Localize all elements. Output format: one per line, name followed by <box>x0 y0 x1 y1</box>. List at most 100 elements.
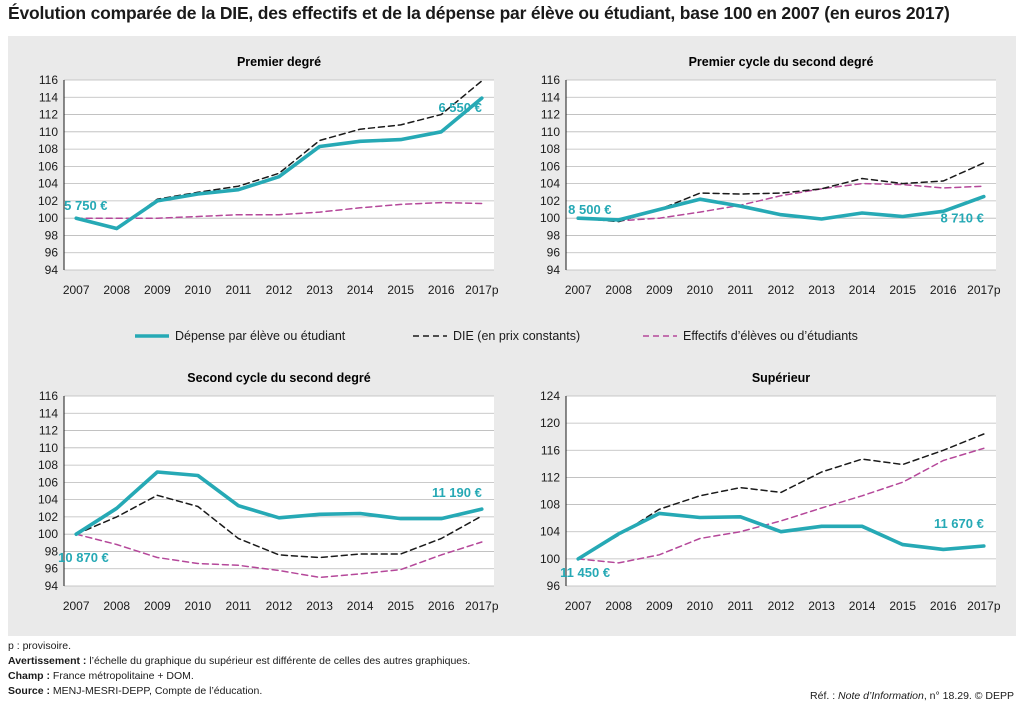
y-tick-label: 102 <box>540 194 560 208</box>
legend-label-die: DIE (en prix constants) <box>453 329 580 343</box>
x-tick-label: 2007 <box>63 283 90 297</box>
y-tick-label: 96 <box>45 562 59 576</box>
x-tick-label: 2014 <box>849 599 876 613</box>
annotation-end-value: 11 670 € <box>934 516 984 531</box>
x-tick-label: 2010 <box>185 599 212 613</box>
annotation-end-value: 11 190 € <box>432 485 482 500</box>
x-tick-label: 2007 <box>565 283 592 297</box>
annotation-start-value: 5 750 € <box>64 198 107 213</box>
chart-title: Premier degré <box>237 55 321 69</box>
y-tick-label: 116 <box>39 73 58 87</box>
x-tick-label: 2010 <box>687 599 714 613</box>
legend-label-effectifs: Effectifs d’élèves ou d’étudiants <box>683 329 858 343</box>
chart-3: Second cycle du second degré 94 96 98 100 102… <box>38 371 499 613</box>
y-tick-label: 106 <box>540 159 560 173</box>
series-line-effectifs <box>577 182 985 222</box>
x-tick-label: 2017p <box>465 599 499 613</box>
legend: Dépense par élève ou étudiant DIE (en pri… <box>135 329 858 343</box>
x-tick-label: 2011 <box>728 283 754 297</box>
y-tick-label: 108 <box>38 142 58 156</box>
y-tick-label: 116 <box>39 389 58 403</box>
y-tick-label: 98 <box>45 544 59 558</box>
y-tick-label: 94 <box>45 579 59 593</box>
x-tick-label: 2012 <box>768 599 795 613</box>
footnote-champ-label: Champ : <box>8 670 50 682</box>
y-tick-label: 104 <box>540 525 560 539</box>
series-line-die <box>577 162 985 223</box>
ref-prefix: Réf. : <box>810 690 839 702</box>
series-line-depense <box>576 511 986 561</box>
footnote-champ-text: France métropolitaine + DOM. <box>50 670 194 682</box>
y-tick-label: 114 <box>39 90 58 104</box>
series-line-depense <box>576 194 986 222</box>
y-tick-label: 108 <box>38 458 58 472</box>
x-tick-label: 2015 <box>387 599 414 613</box>
annotation-start-value: 8 500 € <box>568 202 611 217</box>
y-tick-label: 112 <box>39 424 58 438</box>
y-tick-label: 108 <box>540 142 560 156</box>
x-tick-label: 2016 <box>930 283 957 297</box>
y-tick-label: 100 <box>540 552 560 566</box>
y-tick-label: 110 <box>541 125 560 139</box>
chart-title: Premier cycle du second degré <box>689 55 874 69</box>
y-tick-label: 96 <box>45 246 59 260</box>
y-tick-label: 116 <box>541 73 560 87</box>
y-tick-label: 102 <box>38 510 58 524</box>
x-tick-label: 2016 <box>930 599 957 613</box>
x-tick-label: 2012 <box>266 599 293 613</box>
y-tick-label: 112 <box>541 108 560 122</box>
y-tick-label: 104 <box>38 177 58 191</box>
x-tick-label: 2007 <box>565 599 592 613</box>
x-tick-label: 2011 <box>728 599 754 613</box>
series-line-die <box>577 433 985 560</box>
y-tick-label: 104 <box>540 177 560 191</box>
footnote-source-label: Source : <box>8 685 51 697</box>
y-tick-label: 112 <box>39 108 58 122</box>
x-tick-label: 2012 <box>768 283 795 297</box>
y-tick-label: 104 <box>38 493 58 507</box>
x-tick-label: 2009 <box>144 599 171 613</box>
x-tick-label: 2015 <box>889 599 916 613</box>
footnote-source-text: MENJ-MESRI-DEPP, Compte de l’éducation. <box>50 685 263 697</box>
y-tick-label: 94 <box>547 263 561 277</box>
footnote-avertissement-text: l’échelle du graphique du supérieur est … <box>86 655 471 667</box>
x-tick-label: 2016 <box>428 283 455 297</box>
y-tick-label: 94 <box>45 263 59 277</box>
x-tick-label: 2013 <box>306 599 333 613</box>
x-tick-label: 2015 <box>889 283 916 297</box>
x-tick-label: 2013 <box>808 599 835 613</box>
footnote-provisoire: p : provisoire. <box>8 640 72 652</box>
x-tick-label: 2014 <box>347 599 374 613</box>
y-tick-label: 120 <box>540 416 560 430</box>
x-tick-label: 2010 <box>687 283 714 297</box>
x-tick-label: 2016 <box>428 599 455 613</box>
page-title: Évolution comparée de la DIE, des effect… <box>8 3 950 23</box>
y-tick-label: 106 <box>38 159 58 173</box>
chart-4: Supérieur 96 100 104 108 112 116 120 124 2007 2008… <box>540 371 1001 613</box>
series-line-depense <box>74 96 484 231</box>
series-line-effectifs <box>577 447 985 564</box>
x-tick-label: 2007 <box>63 599 90 613</box>
plot-area <box>566 396 996 586</box>
y-tick-label: 114 <box>39 406 58 420</box>
footnote-avertissement: Avertissement : l’échelle du graphique d… <box>8 655 470 667</box>
plot-area <box>566 80 996 270</box>
x-tick-label: 2008 <box>605 283 632 297</box>
legend-label-depense: Dépense par élève ou étudiant <box>175 329 346 343</box>
x-tick-label: 2010 <box>185 283 212 297</box>
series-line-effectifs <box>75 201 483 219</box>
y-tick-label: 108 <box>540 498 560 512</box>
ref-suffix: , n° 18.29. © DEPP <box>923 690 1014 702</box>
y-tick-label: 124 <box>540 389 560 403</box>
footnote-avertissement-label: Avertissement : <box>8 655 87 667</box>
chart-1: Premier degré 94 96 98 100 102 104 106 108 110 112… <box>38 55 499 297</box>
x-tick-label: 2008 <box>103 283 130 297</box>
chart-title: Second cycle du second degré <box>187 371 370 385</box>
y-tick-label: 110 <box>39 125 58 139</box>
x-tick-label: 2014 <box>849 283 876 297</box>
y-tick-label: 100 <box>38 211 58 225</box>
y-tick-label: 100 <box>38 527 58 541</box>
x-tick-label: 2017p <box>465 283 499 297</box>
x-tick-label: 2013 <box>306 283 333 297</box>
y-tick-label: 106 <box>38 475 58 489</box>
